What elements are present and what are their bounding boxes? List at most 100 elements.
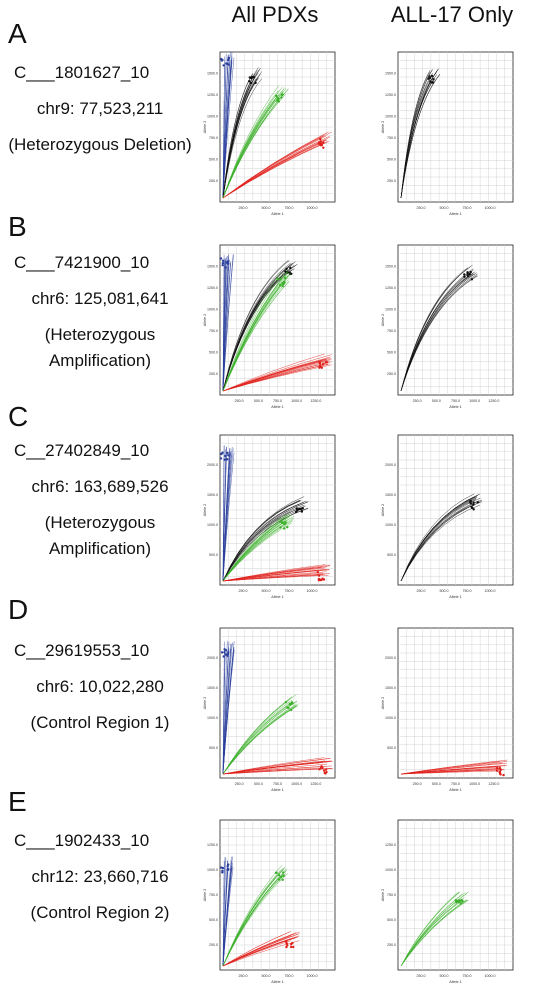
data-point bbox=[467, 275, 470, 278]
data-point bbox=[281, 878, 284, 881]
data-point bbox=[460, 898, 463, 902]
series-line bbox=[222, 519, 289, 582]
column-header-all17-only: ALL-17 Only bbox=[390, 2, 514, 27]
y-tick-label: 250.0 bbox=[209, 943, 218, 947]
x-tick-label: 750.0 bbox=[285, 589, 294, 593]
series-line bbox=[222, 255, 234, 392]
y-tick-label: 2000.0 bbox=[385, 656, 396, 660]
series-green bbox=[222, 513, 295, 582]
x-tick-label: 500.0 bbox=[440, 206, 449, 210]
series-red bbox=[400, 759, 508, 777]
data-point bbox=[283, 276, 287, 280]
data-point bbox=[298, 507, 301, 511]
data-point bbox=[275, 871, 278, 874]
data-point bbox=[220, 651, 224, 654]
x-axis-label: Allele 1 bbox=[449, 405, 461, 409]
x-tick-label: 1250.0 bbox=[488, 782, 499, 786]
y-tick-label: 1000.0 bbox=[385, 868, 396, 872]
series-line bbox=[400, 78, 433, 199]
data-point bbox=[276, 277, 279, 281]
x-tick-label: 750.0 bbox=[273, 399, 282, 403]
data-point bbox=[290, 702, 294, 705]
series-line bbox=[400, 273, 474, 392]
series-line bbox=[222, 272, 281, 392]
plot-all-pdxs: 250.0 500.0 750.0 1000.0 500.0 1000.0 1500.0 20… bbox=[203, 434, 336, 599]
series-line bbox=[222, 272, 289, 392]
data-point bbox=[276, 97, 280, 100]
data-point bbox=[318, 362, 322, 365]
data-point bbox=[457, 899, 460, 902]
grid bbox=[220, 820, 335, 970]
y-axis-label: Allele 2 bbox=[203, 697, 207, 709]
series-blue bbox=[220, 640, 235, 775]
series-line bbox=[222, 856, 226, 967]
y-tick-label: 1250.0 bbox=[385, 843, 396, 847]
x-tick-label: 1000.0 bbox=[291, 782, 302, 786]
series-green bbox=[222, 865, 289, 967]
series-black bbox=[400, 493, 483, 582]
data-point bbox=[295, 507, 298, 510]
data-point bbox=[277, 874, 281, 877]
series-line bbox=[222, 91, 283, 199]
grid bbox=[398, 435, 513, 585]
y-tick-label: 1500.0 bbox=[207, 686, 218, 690]
panel-note: (Control Region 1) bbox=[30, 713, 170, 732]
y-tick-label: 1250.0 bbox=[385, 93, 396, 97]
data-point bbox=[227, 454, 230, 457]
data-point bbox=[319, 142, 323, 145]
series-line bbox=[222, 452, 235, 582]
data-point bbox=[249, 81, 253, 85]
data-point bbox=[223, 651, 226, 654]
panel-note: (Heterozygous Amplification) bbox=[44, 513, 156, 558]
data-point bbox=[318, 768, 321, 771]
series-line bbox=[400, 899, 467, 967]
x-tick-label: 250.0 bbox=[413, 399, 422, 403]
data-point bbox=[469, 502, 472, 505]
data-point bbox=[430, 74, 434, 78]
series-line bbox=[222, 256, 227, 392]
series-line bbox=[222, 62, 227, 199]
series-line bbox=[222, 364, 329, 392]
y-tick-label: 1000.0 bbox=[385, 523, 396, 527]
x-tick-label: 500.0 bbox=[432, 782, 441, 786]
data-point bbox=[498, 770, 501, 774]
data-point bbox=[290, 708, 293, 712]
series-line bbox=[222, 705, 297, 775]
plot-all17-only: 250.0 500.0 750.0 1000.0 500.0 1000.0 1500.0 20… bbox=[381, 434, 514, 599]
series-blue bbox=[220, 51, 235, 199]
panel-note: (Heterozygous Amplification) bbox=[44, 325, 156, 370]
y-tick-label: 1500.0 bbox=[207, 72, 218, 76]
data-point bbox=[472, 508, 475, 511]
data-point bbox=[284, 520, 287, 524]
data-point bbox=[286, 526, 289, 529]
x-tick-label: 250.0 bbox=[239, 974, 248, 978]
y-axis-label: Allele 2 bbox=[381, 314, 385, 326]
data-point bbox=[227, 651, 230, 654]
series-line bbox=[222, 503, 300, 582]
data-point bbox=[499, 768, 502, 772]
data-point bbox=[317, 574, 321, 577]
x-tick-label: 1250.0 bbox=[310, 782, 321, 786]
series-line bbox=[222, 699, 290, 775]
data-point bbox=[469, 270, 472, 274]
data-point bbox=[472, 503, 475, 506]
y-tick-label: 250.0 bbox=[209, 179, 218, 183]
y-tick-label: 500.0 bbox=[387, 746, 396, 750]
data-point bbox=[300, 510, 303, 513]
plot-all17-only: 250.0 500.0 750.0 1000.0 250.0 500.0 750.0 1000… bbox=[381, 51, 514, 216]
genomic-position: chr6: 10,022,280 bbox=[36, 677, 164, 696]
data-point bbox=[292, 945, 295, 949]
panel-description: C__29619553_10 chr6: 10,022,280 (Control R… bbox=[0, 638, 200, 746]
series-line bbox=[222, 360, 331, 392]
x-axis-label: Allele 1 bbox=[271, 595, 283, 599]
plot-all17-only: 250.0 500.0 750.0 1000.0 1250.0 500.0 1000.0 15… bbox=[381, 627, 514, 792]
data-point bbox=[325, 770, 328, 774]
y-tick-label: 500.0 bbox=[209, 746, 218, 750]
data-point bbox=[495, 767, 499, 770]
x-tick-label: 250.0 bbox=[413, 782, 422, 786]
series-line bbox=[222, 354, 332, 392]
y-tick-label: 500.0 bbox=[387, 918, 396, 922]
data-point bbox=[279, 278, 282, 281]
data-point bbox=[223, 648, 226, 651]
series-line bbox=[222, 504, 305, 582]
